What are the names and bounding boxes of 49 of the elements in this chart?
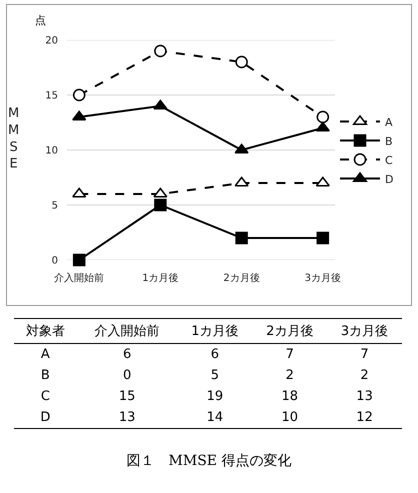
point bbox=[235, 56, 248, 68]
data-label: 12 bbox=[327, 407, 402, 428]
category-label: 介入開始前 bbox=[76, 318, 178, 344]
point bbox=[316, 232, 330, 244]
data-label: 15 bbox=[118, 388, 136, 406]
data-label: 2 bbox=[284, 367, 295, 385]
text: B bbox=[40, 367, 51, 385]
text: C bbox=[40, 388, 51, 406]
data-label: 19 bbox=[206, 388, 224, 406]
legend-label: A bbox=[385, 116, 393, 129]
point bbox=[235, 232, 248, 244]
category-label: 2カ月後 bbox=[252, 318, 328, 344]
legend-label: D bbox=[385, 172, 394, 186]
category-label: 1カ月後 bbox=[177, 318, 252, 344]
category-label: 3カ月後 bbox=[327, 318, 402, 344]
point bbox=[154, 44, 167, 58]
y-tick-label: 10 bbox=[45, 146, 58, 156]
data-label: 13 bbox=[355, 388, 374, 406]
y-tick-label: 5 bbox=[52, 200, 58, 212]
data-label: 14 bbox=[177, 407, 252, 428]
y-tick-label: 0 bbox=[52, 256, 58, 266]
legend-label: C bbox=[385, 154, 393, 167]
text: D bbox=[14, 407, 77, 428]
x-tick-label: 介入開始前 bbox=[54, 272, 104, 284]
y-axis-title: MMSE bbox=[8, 106, 20, 172]
data-label: 7 bbox=[284, 346, 295, 364]
data-label: 6 bbox=[122, 346, 132, 364]
point bbox=[316, 110, 330, 124]
x-tick-label: 2カ月後 bbox=[223, 272, 260, 284]
point bbox=[154, 198, 167, 212]
data-label: 6 bbox=[210, 346, 220, 364]
legend-label: B bbox=[385, 134, 393, 148]
y-tick-label: 15 bbox=[45, 90, 58, 102]
y-tick-label: 20 bbox=[45, 36, 58, 46]
data-label: 18 bbox=[280, 388, 299, 406]
point bbox=[72, 88, 86, 102]
data-label: 0 bbox=[122, 367, 132, 385]
text: 図１ MMSE 得点の変化 bbox=[126, 452, 292, 470]
text: 点 bbox=[35, 13, 46, 28]
x-tick-label: 3カ月後 bbox=[304, 272, 342, 284]
data-label: 10 bbox=[252, 407, 328, 428]
data-label: 5 bbox=[210, 367, 220, 385]
legend-title: 対象者 bbox=[14, 318, 77, 344]
text: A bbox=[40, 346, 51, 364]
x-tick-label: 1カ月後 bbox=[142, 272, 179, 284]
data-label: 7 bbox=[359, 346, 370, 364]
data-label: 2 bbox=[359, 367, 370, 385]
point bbox=[72, 254, 86, 266]
data-label: 13 bbox=[76, 407, 178, 428]
